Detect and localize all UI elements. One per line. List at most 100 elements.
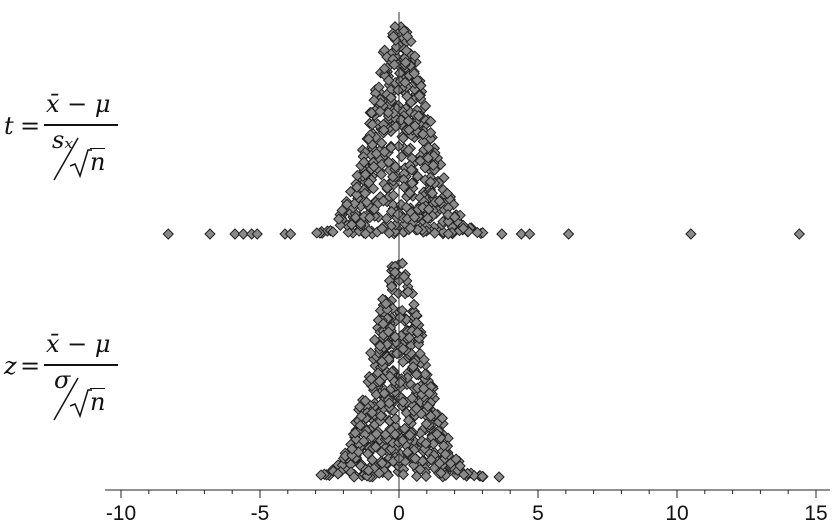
- data-point: [346, 443, 358, 455]
- data-point: [399, 76, 411, 89]
- data-point: [397, 468, 410, 481]
- data-point: [348, 471, 360, 483]
- t-formula-denominator: sₓ: [52, 126, 73, 154]
- data-point: [374, 105, 386, 118]
- x-tick-label: 0: [393, 502, 405, 525]
- data-point: [385, 141, 397, 154]
- data-point: [392, 208, 404, 221]
- data-point: [382, 326, 395, 338]
- data-point: [373, 81, 385, 93]
- data-point: [375, 168, 388, 181]
- data-point: [403, 332, 416, 344]
- data-point: [404, 222, 417, 234]
- t-formula-bar: [44, 124, 118, 126]
- data-point: [379, 428, 392, 441]
- z-formula: z = x̄ − μ σ n: [4, 330, 124, 421]
- data-point: [398, 422, 411, 435]
- data-point: [426, 187, 439, 199]
- z-formula-root: n: [90, 388, 106, 416]
- data-point: [378, 387, 391, 400]
- data-point: [375, 410, 387, 422]
- data-point: [442, 228, 455, 240]
- data-point: [349, 211, 362, 224]
- data-point: [401, 446, 414, 458]
- data-point: [409, 50, 421, 62]
- data-point: [377, 195, 390, 207]
- data-point: [388, 58, 400, 71]
- data-point: [403, 429, 416, 441]
- data-point: [422, 400, 434, 413]
- data-point: [409, 452, 421, 465]
- data-point: [359, 395, 372, 407]
- data-point: [346, 449, 358, 462]
- data-point: [793, 228, 806, 240]
- data-point: [362, 464, 375, 477]
- data-point: [370, 428, 383, 440]
- data-point: [389, 266, 401, 278]
- data-point: [405, 164, 418, 176]
- data-point: [436, 412, 449, 424]
- data-point: [433, 457, 446, 469]
- data-point: [351, 181, 363, 193]
- data-point: [373, 467, 385, 479]
- data-point: [392, 84, 404, 96]
- x-tick-label: 10: [665, 502, 688, 525]
- data-point: [237, 228, 250, 240]
- data-point: [423, 387, 436, 400]
- data-point: [333, 213, 345, 225]
- data-point: [439, 448, 452, 460]
- data-point: [422, 152, 434, 164]
- data-point: [362, 133, 375, 145]
- data-point: [408, 67, 420, 80]
- data-point: [441, 187, 454, 200]
- t-formula-root-icon: [69, 149, 92, 179]
- z-formula-numerator: x̄ − μ: [46, 330, 111, 358]
- data-point: [345, 218, 358, 231]
- data-point: [383, 397, 395, 409]
- data-point: [405, 96, 417, 109]
- data-point: [376, 457, 388, 469]
- data-point: [402, 115, 415, 127]
- data-point: [523, 228, 536, 240]
- data-point: [400, 44, 413, 57]
- data-point: [398, 181, 410, 193]
- data-point: [411, 170, 424, 183]
- data-point: [414, 155, 426, 167]
- data-point: [424, 133, 437, 145]
- data-point: [366, 407, 378, 419]
- data-point: [402, 414, 415, 427]
- data-point: [398, 270, 410, 283]
- data-point: [431, 428, 443, 440]
- t-formula-numerator: x̄ − μ: [46, 90, 111, 118]
- data-point: [382, 156, 395, 168]
- data-point: [425, 453, 437, 466]
- data-point: [412, 110, 425, 122]
- data-point: [458, 468, 470, 481]
- data-point: [368, 94, 380, 106]
- data-point: [336, 204, 348, 217]
- data-point: [421, 212, 434, 224]
- t-formula: t = x̄ − μ sₓ n: [4, 90, 124, 181]
- data-point: [284, 228, 297, 240]
- data-point: [377, 318, 389, 330]
- data-point: [401, 30, 414, 43]
- data-point: [341, 198, 353, 211]
- data-point: [397, 343, 409, 355]
- data-point: [457, 222, 470, 234]
- data-point: [389, 331, 401, 343]
- data-point: [369, 441, 382, 453]
- data-point: [422, 141, 435, 154]
- data-point: [362, 448, 374, 460]
- data-point: [354, 419, 366, 432]
- data-point: [361, 196, 373, 208]
- data-point: [349, 427, 361, 439]
- z-formula-bar: [44, 364, 118, 366]
- data-point: [359, 168, 372, 181]
- data-point: [387, 189, 400, 202]
- x-tick-label: -5: [251, 502, 270, 525]
- data-point: [378, 124, 390, 136]
- data-point: [407, 361, 419, 373]
- data-point: [420, 470, 432, 483]
- data-point: [418, 353, 430, 366]
- data-point: [410, 403, 423, 415]
